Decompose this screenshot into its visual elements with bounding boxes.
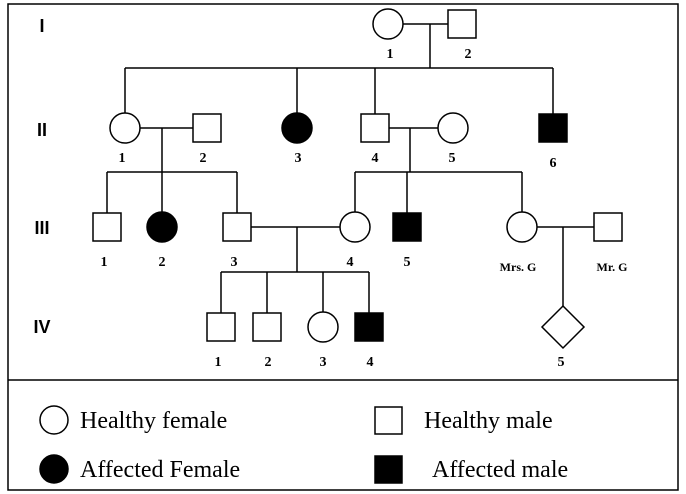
node-label: 2	[265, 355, 272, 370]
affected-male	[354, 312, 384, 342]
node-label: 3	[295, 151, 302, 166]
affected-male	[392, 212, 422, 242]
healthy-female	[339, 211, 371, 243]
generation-label: IV	[33, 317, 50, 337]
frame	[7, 3, 679, 491]
healthy-male	[206, 312, 236, 342]
legend-symbol	[374, 455, 403, 484]
healthy-female	[109, 112, 141, 144]
legend-text: Healthy female	[80, 408, 227, 434]
node-label: 4	[347, 255, 354, 270]
node-label: 1	[101, 255, 108, 270]
node-label: 3	[320, 355, 327, 370]
legend: Healthy female Healthy male Affected Fem…	[39, 405, 568, 484]
healthy-male	[593, 212, 623, 242]
legend-text: Affected male	[432, 457, 568, 483]
affected-female	[146, 211, 178, 243]
affected-female	[281, 112, 313, 144]
healthy-male	[360, 113, 390, 143]
healthy-male	[252, 312, 282, 342]
node-label: 3	[231, 255, 238, 270]
node-label: 5	[558, 355, 565, 370]
healthy-female	[437, 112, 469, 144]
legend-text: Affected Female	[80, 457, 240, 483]
node-label: 2	[465, 47, 472, 62]
node-label: Mr. G	[597, 260, 628, 274]
healthy-male	[92, 212, 122, 242]
healthy-male	[222, 212, 252, 242]
node-label: 5	[404, 255, 411, 270]
healthy-male	[447, 9, 477, 39]
legend-symbol	[39, 454, 69, 484]
node-label: 1	[387, 47, 394, 62]
healthy-female	[506, 211, 538, 243]
unknown-sex	[540, 304, 586, 350]
node-label: 2	[159, 255, 166, 270]
healthy-female	[307, 311, 339, 343]
lines	[106, 23, 594, 313]
affected-male	[538, 113, 568, 143]
node-label: 2	[200, 151, 207, 166]
legend-symbol	[374, 406, 403, 435]
node-label: 4	[372, 151, 379, 166]
node-label: 5	[449, 151, 456, 166]
individuals	[92, 8, 623, 350]
healthy-female	[372, 8, 404, 40]
legend-symbol	[39, 405, 69, 435]
generation-label: III	[34, 218, 49, 238]
legend-text: Healthy male	[424, 408, 553, 434]
node-label: Mrs. G	[500, 260, 537, 274]
generation-label: I	[39, 16, 44, 36]
node-label: 4	[367, 355, 374, 370]
node-label: 6	[550, 156, 557, 171]
node-label: 1	[215, 355, 222, 370]
healthy-male	[192, 113, 222, 143]
generation-label: II	[37, 120, 47, 140]
node-label: 1	[119, 151, 126, 166]
